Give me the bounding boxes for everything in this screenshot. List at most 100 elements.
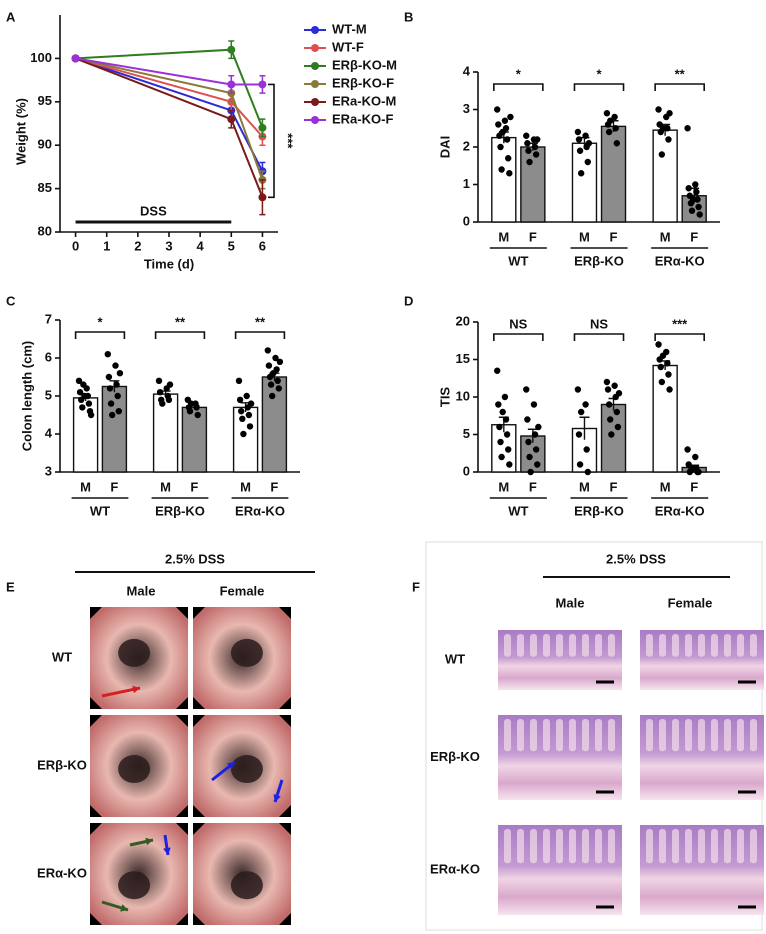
- data-point: [575, 431, 583, 438]
- crypt: [582, 634, 589, 657]
- corner-mask: [90, 823, 102, 835]
- corner-mask: [279, 715, 291, 727]
- data-point: [688, 207, 696, 214]
- crypt: [556, 634, 563, 657]
- point: [227, 45, 236, 54]
- data-point: [193, 404, 200, 411]
- bar: [181, 406, 208, 473]
- significance-label: ***: [672, 316, 688, 331]
- data-point: [526, 158, 533, 166]
- bar: [101, 385, 128, 473]
- data-point: [659, 125, 667, 132]
- crypt: [659, 829, 666, 864]
- data-point: [525, 438, 532, 446]
- corner-mask: [279, 913, 291, 925]
- legend-label: ERβ-KO-M: [332, 57, 397, 72]
- arrow-head: [227, 762, 235, 770]
- x-tick-label: M: [498, 229, 509, 244]
- panel-header: 2.5% DSS: [165, 551, 225, 566]
- data-point: [577, 170, 585, 177]
- panel-letter: A: [6, 9, 16, 24]
- crypt: [530, 634, 537, 657]
- column-label: Female: [668, 595, 713, 610]
- crypt: [595, 634, 602, 657]
- data-point: [112, 362, 119, 369]
- crypt: [698, 719, 705, 752]
- corner-mask: [193, 805, 205, 817]
- data-point: [498, 453, 505, 461]
- data-point: [525, 147, 532, 154]
- x-tick-label: 3: [165, 238, 172, 253]
- data-point: [607, 117, 614, 124]
- data-point: [574, 386, 582, 393]
- y-tick-label: 7: [45, 311, 52, 326]
- x-tick-label: M: [579, 479, 590, 494]
- data-point: [247, 400, 255, 407]
- data-point: [499, 408, 506, 416]
- significance-bracket: [234, 331, 286, 339]
- y-tick-label: 4: [463, 63, 471, 78]
- data-point: [582, 132, 589, 139]
- corner-mask: [90, 697, 102, 709]
- data-point: [577, 408, 585, 416]
- significance-bracket: [493, 333, 544, 341]
- corner-mask: [90, 715, 102, 727]
- crypt: [737, 829, 744, 864]
- corner-mask: [90, 607, 102, 619]
- legend-label: ERa-KO-F: [332, 111, 393, 126]
- bar: [600, 403, 627, 473]
- y-tick-label: 100: [30, 50, 52, 65]
- data-point: [240, 430, 247, 438]
- x-tick-label: M: [160, 479, 171, 494]
- data-point: [664, 125, 671, 132]
- crypt: [724, 634, 731, 657]
- data-point: [658, 378, 666, 386]
- lumen: [230, 755, 263, 784]
- bar: [600, 125, 627, 223]
- arrow-head: [273, 794, 281, 802]
- dss-label: DSS: [140, 203, 167, 218]
- data-point: [532, 446, 540, 453]
- data-point: [584, 158, 591, 166]
- y-tick-label: 90: [38, 137, 52, 152]
- data-point: [603, 110, 611, 117]
- crypt: [517, 634, 524, 657]
- data-point: [531, 143, 539, 151]
- data-point: [79, 404, 86, 411]
- crypt: [724, 829, 731, 864]
- crypt: [543, 634, 550, 657]
- data-point: [497, 143, 504, 151]
- bar: [652, 364, 678, 473]
- data-point: [80, 381, 87, 388]
- significance-label: **: [255, 314, 266, 329]
- panel-letter: C: [6, 293, 16, 308]
- data-point: [109, 411, 116, 419]
- lumen: [230, 871, 263, 900]
- data-point: [532, 151, 540, 158]
- y-tick-label: 15: [456, 351, 470, 366]
- row-label: ERα-KO: [430, 861, 480, 876]
- y-tick-label: 0: [463, 463, 470, 478]
- data-point: [604, 386, 612, 393]
- x-tick-label: 0: [72, 238, 79, 253]
- column-label: Male: [127, 583, 156, 598]
- data-point: [665, 371, 672, 378]
- data-point: [494, 367, 501, 374]
- point: [258, 193, 267, 202]
- data-point: [534, 461, 541, 468]
- crypt: [556, 829, 563, 864]
- data-point: [274, 377, 281, 384]
- crypt: [685, 634, 692, 657]
- x-tick-label: 2: [134, 238, 141, 253]
- data-point: [684, 446, 691, 453]
- data-point: [655, 106, 662, 113]
- data-point: [501, 393, 509, 401]
- group-label: WT: [508, 253, 528, 268]
- y-axis-label: Colon length (cm): [19, 341, 34, 452]
- crypt: [646, 719, 653, 752]
- data-point: [113, 381, 120, 388]
- x-tick-label: M: [579, 229, 590, 244]
- y-tick-label: 5: [463, 426, 470, 441]
- data-point: [275, 385, 282, 392]
